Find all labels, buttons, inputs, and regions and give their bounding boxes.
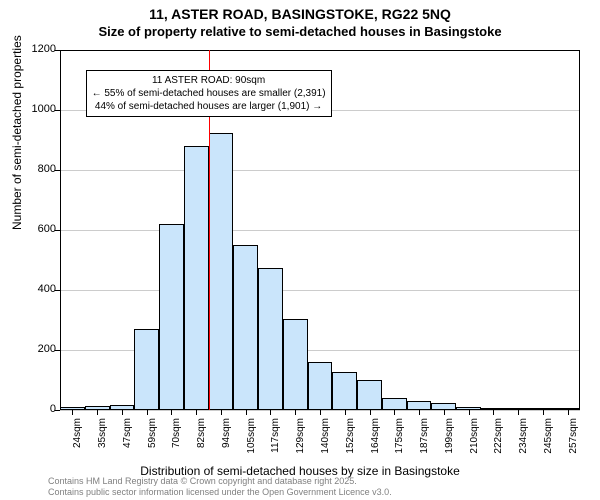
histogram-bar xyxy=(159,224,184,410)
xtick-label: 222sqm xyxy=(493,418,504,473)
y-axis-label: Number of semi-detached properties xyxy=(10,35,24,230)
chart-title: 11, ASTER ROAD, BASINGSTOKE, RG22 5NQ xyxy=(0,6,600,22)
histogram-bar xyxy=(332,372,357,410)
xtick-label: 245sqm xyxy=(543,418,554,473)
chart-subtitle: Size of property relative to semi-detach… xyxy=(0,24,600,39)
ytick-label: 1000 xyxy=(16,103,56,115)
xtick-label: 24sqm xyxy=(72,418,83,473)
xtick-label: 105sqm xyxy=(246,418,257,473)
axis-border xyxy=(60,50,61,410)
attribution-line1: Contains HM Land Registry data © Crown c… xyxy=(48,476,392,487)
annotation-box: 11 ASTER ROAD: 90sqm← 55% of semi-detach… xyxy=(86,70,332,117)
xtick-label: 234sqm xyxy=(518,418,529,473)
xtick-mark xyxy=(493,410,494,415)
xtick-mark xyxy=(469,410,470,415)
xtick-mark xyxy=(568,410,569,415)
xtick-label: 257sqm xyxy=(568,418,579,473)
xtick-mark xyxy=(270,410,271,415)
xtick-mark xyxy=(221,410,222,415)
ytick-label: 600 xyxy=(16,223,56,235)
ytick-label: 200 xyxy=(16,343,56,355)
histogram-bar xyxy=(258,268,283,411)
xtick-mark xyxy=(345,410,346,415)
xtick-label: 47sqm xyxy=(122,418,133,473)
xtick-mark xyxy=(295,410,296,415)
xtick-label: 59sqm xyxy=(147,418,158,473)
xtick-mark xyxy=(320,410,321,415)
grid-line xyxy=(60,170,580,171)
annotation-line: 44% of semi-detached houses are larger (… xyxy=(92,100,326,113)
xtick-label: 117sqm xyxy=(270,418,281,473)
histogram-bar xyxy=(184,146,209,410)
xtick-label: 35sqm xyxy=(97,418,108,473)
axis-border xyxy=(579,50,580,410)
xtick-mark xyxy=(147,410,148,415)
axis-border xyxy=(60,50,580,51)
xtick-mark xyxy=(72,410,73,415)
grid-line xyxy=(60,290,580,291)
xtick-mark xyxy=(543,410,544,415)
annotation-line: 11 ASTER ROAD: 90sqm xyxy=(92,74,326,87)
histogram-bar xyxy=(134,329,159,410)
histogram-bar xyxy=(357,380,382,410)
xtick-label: 152sqm xyxy=(345,418,356,473)
attribution-line2: Contains public sector information licen… xyxy=(48,487,392,498)
xtick-mark xyxy=(419,410,420,415)
xtick-label: 210sqm xyxy=(469,418,480,473)
xtick-label: 94sqm xyxy=(221,418,232,473)
xtick-label: 82sqm xyxy=(196,418,207,473)
xtick-label: 140sqm xyxy=(320,418,331,473)
xtick-mark xyxy=(394,410,395,415)
grid-line xyxy=(60,230,580,231)
xtick-label: 129sqm xyxy=(295,418,306,473)
plot-area: 11 ASTER ROAD: 90sqm← 55% of semi-detach… xyxy=(60,50,580,410)
histogram-bar xyxy=(283,319,308,411)
xtick-mark xyxy=(122,410,123,415)
ytick-label: 800 xyxy=(16,163,56,175)
histogram-bar xyxy=(308,362,333,410)
xtick-label: 175sqm xyxy=(394,418,405,473)
ytick-label: 0 xyxy=(16,403,56,415)
xtick-mark xyxy=(97,410,98,415)
attribution: Contains HM Land Registry data © Crown c… xyxy=(48,476,392,498)
xtick-mark xyxy=(246,410,247,415)
xtick-mark xyxy=(444,410,445,415)
xtick-label: 70sqm xyxy=(171,418,182,473)
xtick-mark xyxy=(196,410,197,415)
xtick-label: 199sqm xyxy=(444,418,455,473)
annotation-line: ← 55% of semi-detached houses are smalle… xyxy=(92,87,326,100)
xtick-mark xyxy=(370,410,371,415)
ytick-label: 400 xyxy=(16,283,56,295)
xtick-mark xyxy=(518,410,519,415)
xtick-label: 187sqm xyxy=(419,418,430,473)
axis-border xyxy=(60,409,580,410)
ytick-label: 1200 xyxy=(16,43,56,55)
histogram-bar xyxy=(209,133,234,411)
xtick-mark xyxy=(171,410,172,415)
histogram-bar xyxy=(233,245,258,410)
xtick-label: 164sqm xyxy=(370,418,381,473)
